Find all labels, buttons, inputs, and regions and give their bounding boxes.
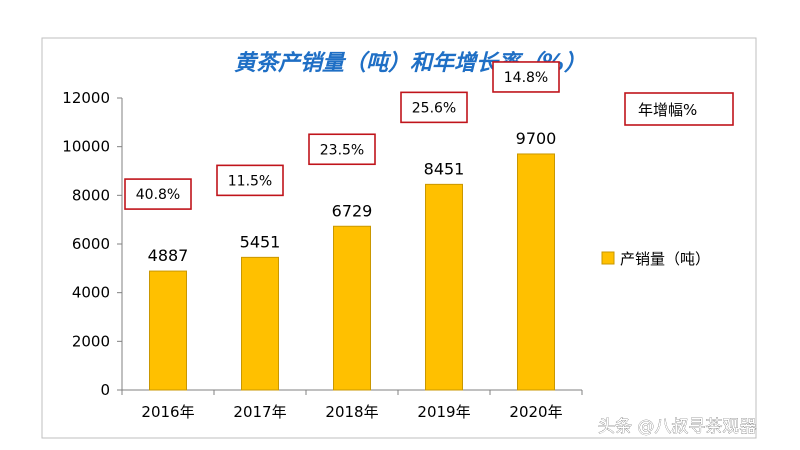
- growth-rate-label: 11.5%: [228, 173, 272, 189]
- bar-1: [241, 256, 279, 391]
- labels-layer: 4887 2016年 5451 2017年 6729 2018年 8451 2019年 9700…: [141, 129, 562, 421]
- growth-rate-label: 14.8%: [504, 70, 548, 86]
- legend-swatch: [601, 251, 615, 265]
- axis-layer: 0 2000 4000 6000 8000 10000 12000: [62, 89, 583, 399]
- value-label: 6729: [332, 201, 373, 220]
- growth-rate-box: [308, 133, 376, 166]
- legend: 产销量（吨）: [601, 250, 710, 268]
- x-tick-label: 2019年: [417, 403, 470, 421]
- growth-rate-box: [492, 61, 560, 93]
- bar-3: [425, 183, 463, 391]
- growth-rate-label: 23.5%: [320, 142, 364, 158]
- y-tick-label: 6000: [72, 235, 110, 253]
- growth-legend-box: [624, 92, 734, 126]
- y-tick-label: 8000: [72, 186, 110, 204]
- growth-rate-box: [124, 178, 192, 210]
- y-tick-label: 4000: [72, 284, 110, 302]
- x-tick-label: 2020年: [509, 403, 562, 421]
- growth-layer: 40.8% 11.5% 23.5% 25.6% 14.8%: [124, 61, 560, 210]
- bars-layer: [149, 153, 555, 391]
- value-label: 8451: [424, 159, 465, 178]
- value-label: 5451: [240, 232, 281, 251]
- bar-4: [517, 153, 555, 391]
- x-tick-label: 2018年: [325, 403, 378, 421]
- y-tick-label: 0: [100, 381, 110, 399]
- growth-rate-box: [216, 164, 284, 197]
- growth-rate-box: [400, 91, 468, 124]
- x-tick-label: 2017年: [233, 403, 286, 421]
- y-tick-label: 2000: [72, 332, 110, 350]
- legend-label: 产销量（吨）: [620, 250, 710, 268]
- watermark-text: 头条 @八叔寻茶观器: [598, 417, 756, 437]
- value-label: 9700: [516, 129, 557, 148]
- bar-0: [149, 270, 187, 391]
- growth-legend: 年增幅%: [624, 92, 734, 126]
- value-label: 4887: [148, 246, 189, 265]
- growth-legend-label: 年增幅%: [638, 101, 697, 119]
- y-tick-label: 12000: [62, 89, 110, 107]
- x-tick-label: 2016年: [141, 403, 194, 421]
- growth-rate-label: 40.8%: [136, 187, 180, 203]
- y-tick-label: 10000: [62, 138, 110, 156]
- bar-2: [333, 225, 371, 391]
- growth-rate-label: 25.6%: [412, 100, 456, 116]
